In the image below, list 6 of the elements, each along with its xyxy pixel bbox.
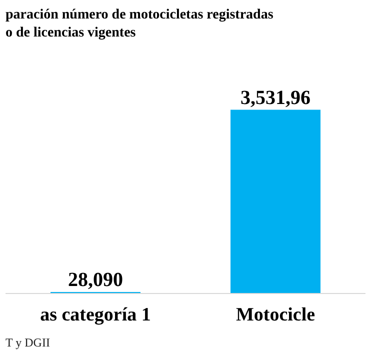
- x-tick-label: Motocicle: [236, 304, 316, 326]
- data-label: 28,090: [68, 269, 123, 292]
- x-tick-label: as categoría 1: [40, 304, 151, 326]
- text: T y DGII: [6, 336, 50, 350]
- data-label: 3,531,96: [240, 86, 310, 109]
- chart-title: paración número de motocicletas registradas o de licencias vigentes: [6, 8, 274, 40]
